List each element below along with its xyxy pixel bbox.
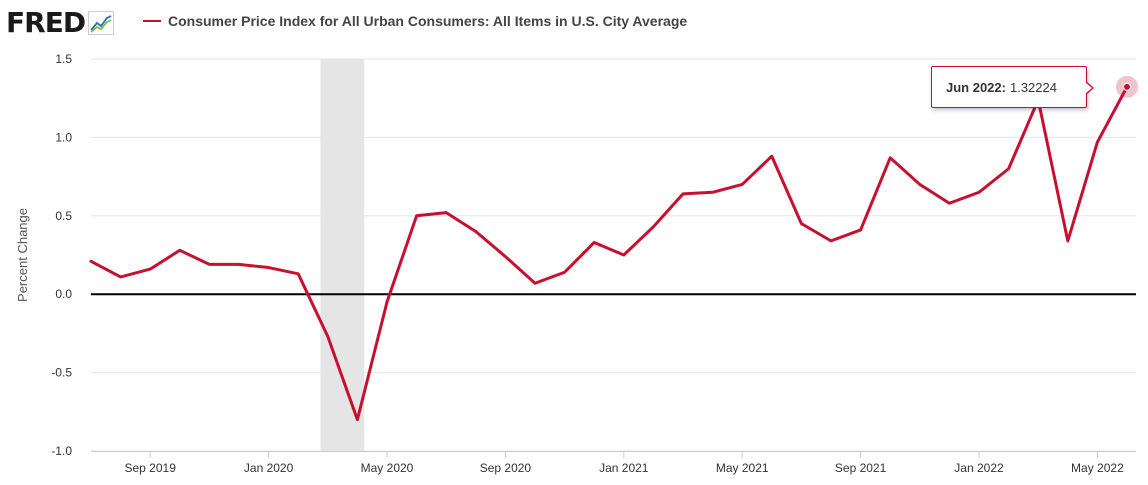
x-tick-label: May 2021 — [716, 461, 769, 475]
tooltip-date: Jun 2022: — [946, 79, 1006, 95]
y-tick-label: 0.5 — [55, 209, 72, 223]
x-tick-label: May 2022 — [1071, 461, 1124, 475]
fred-logo[interactable]: FRED — [6, 6, 115, 40]
x-tick-label: Jan 2022 — [954, 461, 1004, 475]
tooltip-pointer — [1085, 81, 1094, 95]
x-tick-label: Jan 2020 — [244, 461, 294, 475]
legend-swatch — [143, 20, 161, 22]
series-line — [89, 85, 1129, 422]
y-tick-label: -1.0 — [51, 444, 72, 458]
y-tick-label: 1.5 — [55, 52, 72, 66]
y-tick-label: 0.0 — [55, 287, 72, 301]
hover-point — [1123, 82, 1131, 91]
x-tick-label: Jan 2021 — [599, 461, 649, 475]
x-tick-label: Sep 2021 — [835, 461, 887, 475]
chart-legend: Consumer Price Index for All Urban Consu… — [143, 13, 687, 29]
y-axis-title: Percent Change — [15, 208, 30, 302]
data-tooltip: Jun 2022: 1.32224 — [931, 66, 1094, 108]
trend-graph-icon — [88, 11, 115, 35]
chart-header: FRED Consumer Price Index for All Urban … — [0, 0, 1148, 48]
recession-shading — [320, 59, 365, 451]
x-tick-label: Sep 2019 — [125, 461, 177, 475]
y-tick-label: 1.0 — [55, 130, 72, 144]
x-tick-label: Sep 2020 — [480, 461, 532, 475]
tooltip-value: 1.32224 — [1009, 79, 1057, 95]
y-tick-label: -0.5 — [51, 366, 72, 380]
legend-series-title: Consumer Price Index for All Urban Consu… — [168, 13, 688, 29]
x-tick-label: May 2020 — [361, 461, 414, 475]
fred-logo-text: FRED — [6, 6, 86, 39]
